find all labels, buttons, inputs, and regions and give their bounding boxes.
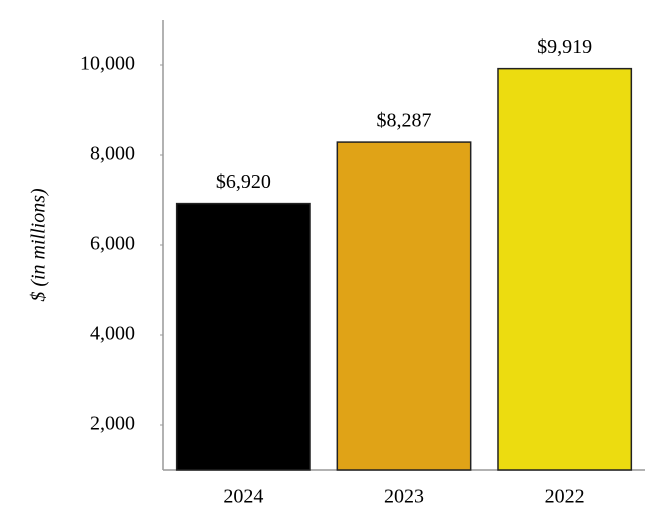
y-tick-label: 4,000 [90,323,135,345]
value-label: $9,919 [537,36,592,58]
y-tick-label: 6,000 [90,233,135,255]
x-tick-label: 2023 [384,486,424,508]
bar [336,141,472,471]
y-tick-label: 2,000 [90,413,135,435]
value-label: $8,287 [377,110,432,132]
y-axis-label: $ (in millions) [28,188,50,302]
x-tick-label: 2022 [545,486,585,508]
x-tick-label: 2024 [223,486,263,508]
y-tick-label: 8,000 [90,143,135,165]
bar [497,67,633,471]
y-tick-label: 10,000 [80,53,135,75]
value-label: $6,920 [216,171,271,193]
bar [175,202,311,471]
